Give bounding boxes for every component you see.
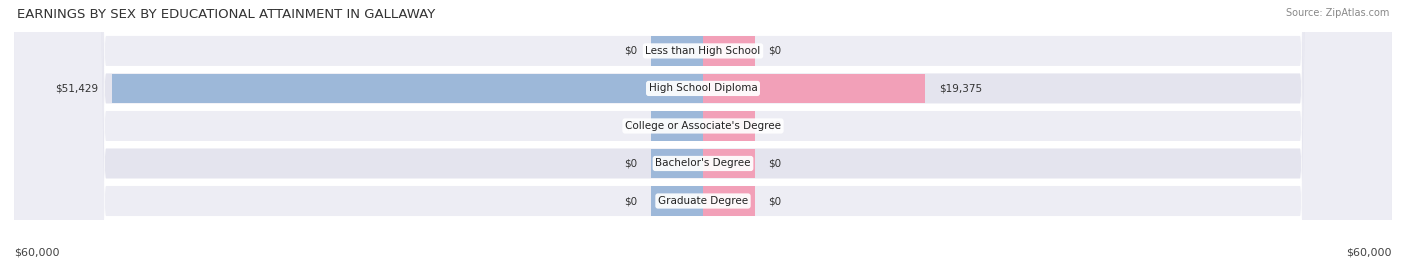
Text: Source: ZipAtlas.com: Source: ZipAtlas.com <box>1285 8 1389 18</box>
Text: $0: $0 <box>769 196 782 206</box>
Text: $19,375: $19,375 <box>939 83 983 94</box>
Text: $0: $0 <box>769 46 782 56</box>
Text: Bachelor's Degree: Bachelor's Degree <box>655 158 751 169</box>
Text: $0: $0 <box>624 196 637 206</box>
Bar <box>112 74 703 103</box>
FancyBboxPatch shape <box>14 0 1392 268</box>
Text: $0: $0 <box>624 158 637 169</box>
Bar <box>651 186 703 216</box>
Text: High School Diploma: High School Diploma <box>648 83 758 94</box>
Text: EARNINGS BY SEX BY EDUCATIONAL ATTAINMENT IN GALLAWAY: EARNINGS BY SEX BY EDUCATIONAL ATTAINMEN… <box>17 8 434 21</box>
Bar <box>703 186 755 216</box>
Text: $0: $0 <box>769 158 782 169</box>
FancyBboxPatch shape <box>14 0 1392 268</box>
Bar <box>703 111 755 141</box>
Bar <box>703 36 755 66</box>
Text: $60,000: $60,000 <box>14 247 59 257</box>
Text: $60,000: $60,000 <box>1347 247 1392 257</box>
Text: College or Associate's Degree: College or Associate's Degree <box>626 121 780 131</box>
FancyBboxPatch shape <box>14 0 1392 268</box>
Text: $0: $0 <box>769 121 782 131</box>
Text: Graduate Degree: Graduate Degree <box>658 196 748 206</box>
Bar <box>651 111 703 141</box>
Bar <box>651 36 703 66</box>
Bar <box>703 149 755 178</box>
FancyBboxPatch shape <box>14 0 1392 268</box>
Text: $0: $0 <box>624 46 637 56</box>
Bar <box>651 149 703 178</box>
FancyBboxPatch shape <box>14 0 1392 268</box>
Bar <box>703 74 925 103</box>
Text: Less than High School: Less than High School <box>645 46 761 56</box>
Text: $51,429: $51,429 <box>56 83 98 94</box>
Text: $0: $0 <box>624 121 637 131</box>
